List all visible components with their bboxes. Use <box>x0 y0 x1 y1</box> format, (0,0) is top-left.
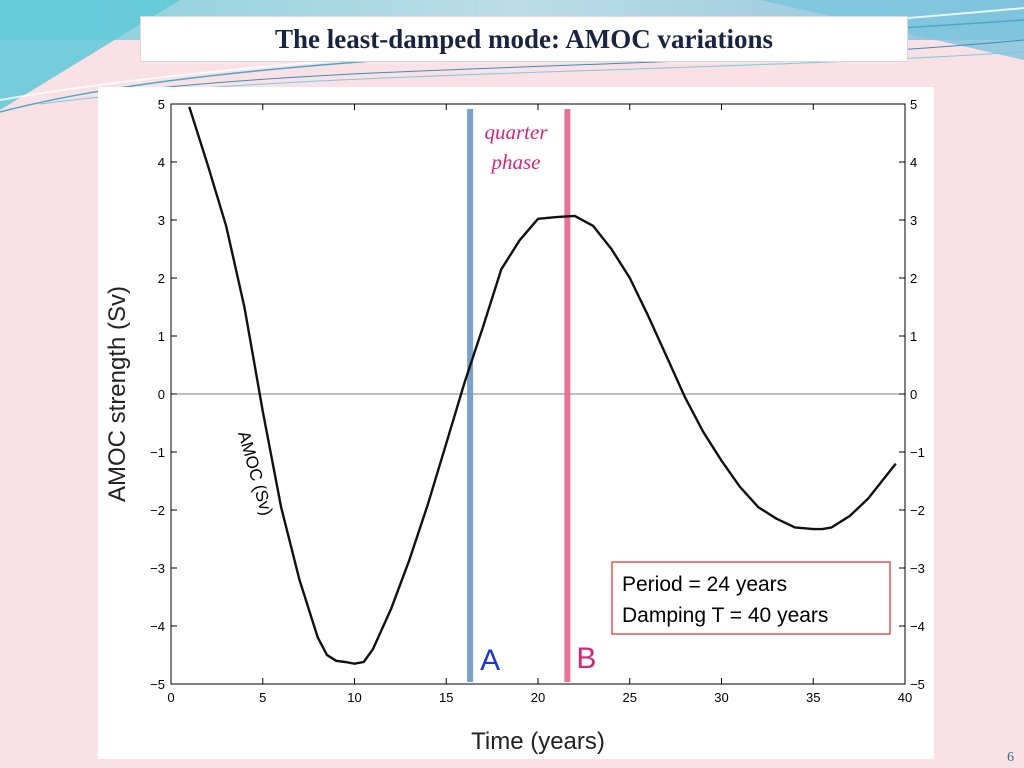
y-tick-label-right: −4 <box>910 619 925 634</box>
y-tick-label-right: −1 <box>910 445 925 460</box>
y-tick-label-left: 1 <box>158 329 165 344</box>
x-tick-label: 0 <box>167 690 174 705</box>
x-tick-label: 30 <box>714 690 728 705</box>
slide-number: 6 <box>1007 750 1014 765</box>
y-tick-label-right: 3 <box>910 213 917 228</box>
y-tick-label-right: 5 <box>910 97 917 112</box>
x-tick-label: 10 <box>347 690 361 705</box>
phase-label-line1: quarter <box>485 120 549 144</box>
x-tick-label: 15 <box>439 690 453 705</box>
info-period: Period = 24 years <box>622 573 787 596</box>
y-tick-label-left: 5 <box>158 97 165 112</box>
x-axis-label: Time (years) <box>471 728 605 755</box>
y-tick-label-left: −4 <box>150 619 165 634</box>
x-tick-label: 25 <box>623 690 637 705</box>
curve-label: AMOC (Sv) <box>234 429 276 518</box>
info-damping: Damping T = 40 years <box>622 604 828 627</box>
marker-label-b: B <box>576 642 596 675</box>
chart-panel: 0 5 10 15 20 25 30 35 40 5 5 4 4 3 3 2 2 1 1 0 0 −1 −1 −2 −2 −3 −3… <box>98 87 934 759</box>
info-box <box>611 561 891 635</box>
x-tick-label: 40 <box>898 690 912 705</box>
y-tick-label-right: −5 <box>910 677 925 692</box>
amoc-chart: 0 5 10 15 20 25 30 35 405 54 43 32 21 10 0−1 −1−2 −2−3 −3… <box>104 97 925 755</box>
y-tick-label-left: −2 <box>150 503 165 518</box>
title-box: The least-damped mode: AMOC variations <box>140 16 908 62</box>
x-tick-label: 35 <box>806 690 820 705</box>
y-tick-label-left: 2 <box>158 271 165 286</box>
y-tick-label-left: 0 <box>158 387 165 402</box>
y-axis-label: AMOC strength (Sv) <box>104 286 131 502</box>
x-tick-label: 5 <box>259 690 266 705</box>
y-tick-label-left: 3 <box>158 213 165 228</box>
y-tick-label-right: −2 <box>910 503 925 518</box>
phase-label-line2: phase <box>490 150 541 174</box>
y-tick-label-left: −1 <box>150 445 165 460</box>
slide-title: The least-damped mode: AMOC variations <box>275 23 773 54</box>
y-tick-label-left: 4 <box>158 155 165 170</box>
y-tick-label-left: −3 <box>150 561 165 576</box>
y-tick-label-left: −5 <box>150 677 165 692</box>
marker-label-a: A <box>480 644 500 677</box>
y-tick-label-right: 0 <box>910 387 917 402</box>
y-tick-label-right: 4 <box>910 155 917 170</box>
y-tick-label-right: −3 <box>910 561 925 576</box>
y-tick-label-right: 2 <box>910 271 917 286</box>
amoc-series-line <box>188 106 897 665</box>
x-tick-label: 20 <box>531 690 545 705</box>
y-tick-label-right: 1 <box>910 329 917 344</box>
